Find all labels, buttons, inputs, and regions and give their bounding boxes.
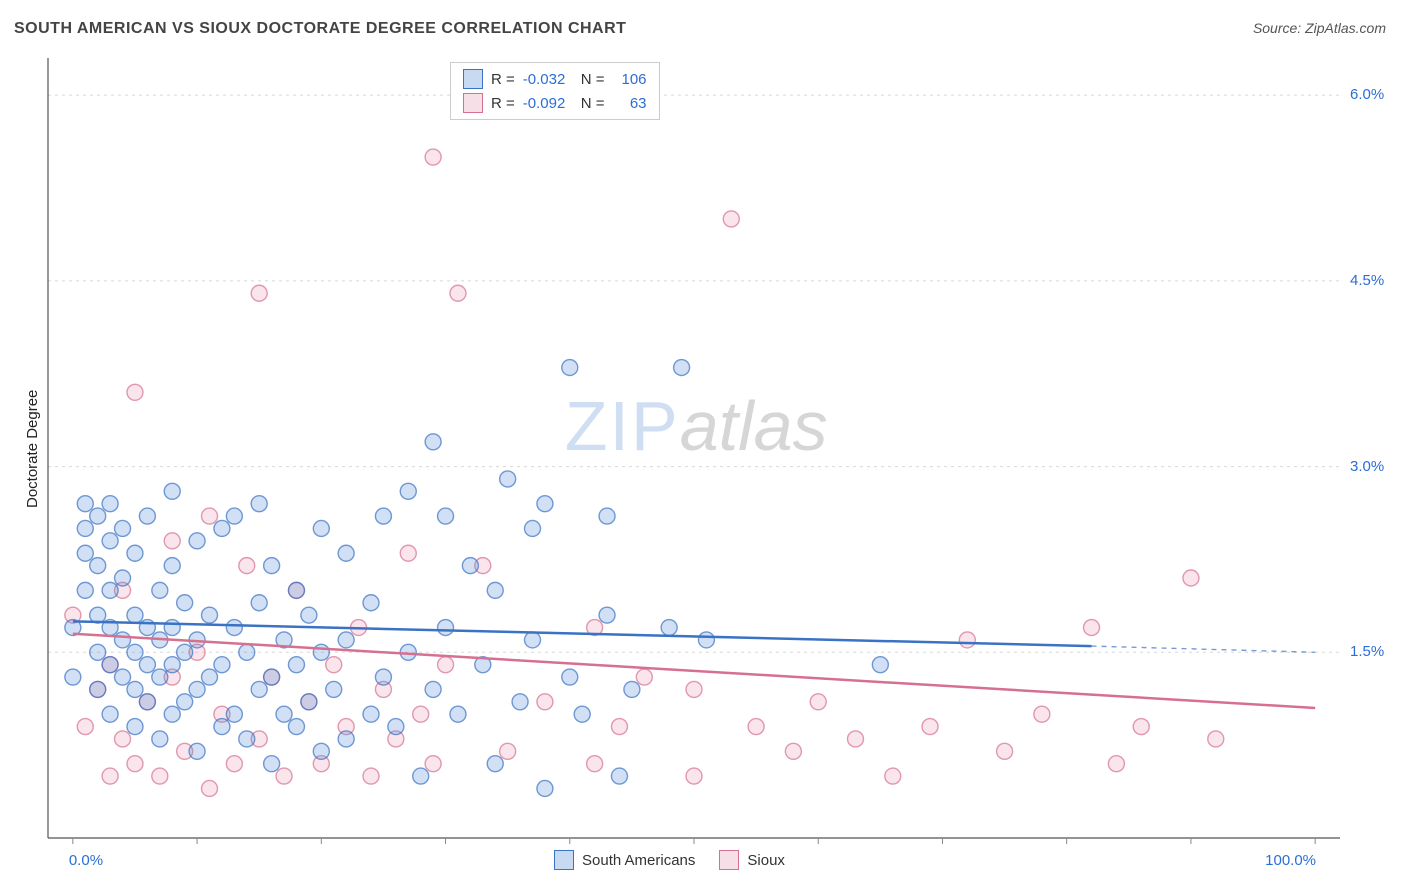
stats-n-label: N = bbox=[581, 95, 605, 112]
y-tick-label: 3.0% bbox=[1350, 458, 1384, 475]
stats-row: R = -0.092 N = 63 bbox=[463, 91, 647, 115]
legend-item: South Americans bbox=[554, 850, 695, 870]
x-tick-left: 0.0% bbox=[69, 852, 103, 869]
y-axis-label: Doctorate Degree bbox=[24, 390, 41, 508]
stats-legend-box: R = -0.032 N = 106 R = -0.092 N = 63 bbox=[450, 62, 660, 120]
scatter-plot bbox=[0, 0, 1406, 892]
y-tick-label: 6.0% bbox=[1350, 86, 1384, 103]
stats-r-label: R = bbox=[491, 95, 515, 112]
stats-r-label: R = bbox=[491, 71, 515, 88]
stats-row: R = -0.032 N = 106 bbox=[463, 67, 647, 91]
legend-swatch bbox=[719, 850, 739, 870]
legend-swatch bbox=[554, 850, 574, 870]
legend-swatch bbox=[463, 69, 483, 89]
x-tick-right: 100.0% bbox=[1265, 852, 1316, 869]
stats-n-value: 63 bbox=[613, 95, 647, 112]
legend-item: Sioux bbox=[719, 850, 785, 870]
y-tick-label: 4.5% bbox=[1350, 272, 1384, 289]
stats-r-value: -0.092 bbox=[523, 95, 573, 112]
stats-r-value: -0.032 bbox=[523, 71, 573, 88]
legend-swatch bbox=[463, 93, 483, 113]
stats-n-value: 106 bbox=[613, 71, 647, 88]
legend-label: South Americans bbox=[582, 852, 695, 869]
bottom-legend: South Americans Sioux bbox=[554, 850, 785, 870]
legend-label: Sioux bbox=[747, 852, 785, 869]
y-tick-label: 1.5% bbox=[1350, 643, 1384, 660]
stats-n-label: N = bbox=[581, 71, 605, 88]
